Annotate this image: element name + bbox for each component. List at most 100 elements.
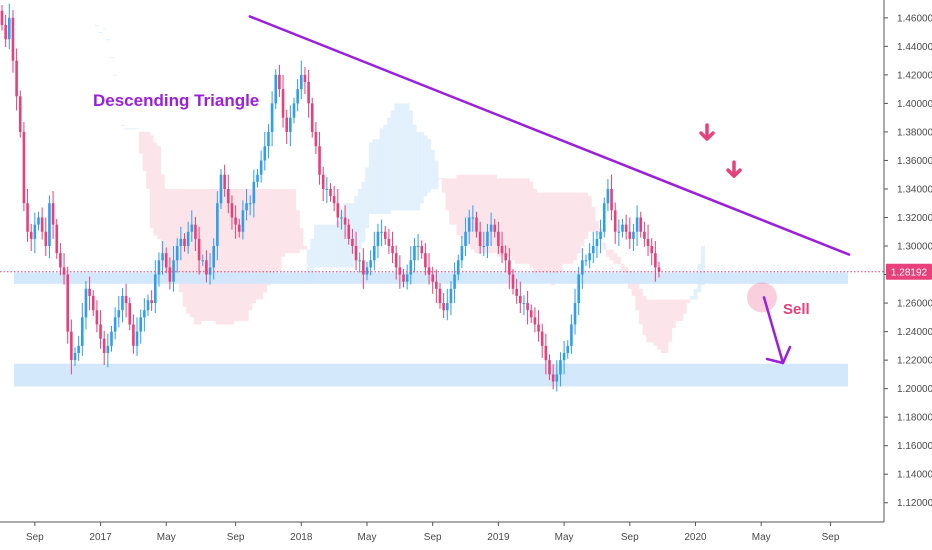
cloud-slice (522, 178, 527, 264)
candle-body (340, 217, 343, 219)
cloud-slice (288, 188, 293, 254)
candle-body (164, 253, 168, 268)
candle-body (303, 74, 307, 83)
candle-body (413, 246, 416, 261)
candle-body (314, 131, 318, 147)
candle-body (526, 303, 529, 311)
candle-body (453, 274, 456, 289)
candle-body (358, 260, 361, 262)
candle-body (646, 238, 650, 247)
candlesticks (0, 3, 661, 392)
y-tick-label: 1.38000 (897, 127, 932, 138)
cloud-slice (416, 131, 421, 211)
cloud-slice (230, 188, 235, 325)
candle-body (263, 146, 267, 161)
candle-body (259, 160, 263, 175)
cloud-slice (292, 188, 297, 254)
candle-body (435, 281, 438, 289)
candle-body (486, 231, 489, 247)
candle-body (431, 274, 434, 282)
candle-body (424, 253, 427, 268)
cloud-slice (113, 74, 118, 76)
candle-body (29, 231, 33, 239)
cloud-slice (284, 188, 289, 254)
cloud-slice (106, 39, 110, 41)
cloud-slice (682, 299, 687, 314)
y-axis-ticks: 1.12000 1.14000 1.16000 1.18000 1.20000 1.220… (884, 13, 932, 509)
candle-body (55, 224, 59, 254)
candle-body (548, 360, 551, 375)
cloud-slice (558, 192, 563, 271)
candle-body (628, 231, 632, 239)
y-tick-label: 1.12000 (897, 498, 932, 509)
cloud-slice (427, 139, 432, 193)
candle-body (99, 324, 102, 339)
cloud-slice (354, 196, 359, 261)
cloud-slice (631, 274, 636, 296)
candle-body (427, 267, 431, 275)
x-tick-label: Sep (621, 532, 639, 543)
candle-body (621, 224, 624, 232)
candle-body (394, 253, 398, 268)
cloud-slice (679, 299, 684, 321)
y-tick-label: 1.34000 (897, 184, 932, 195)
candle-body (602, 203, 606, 232)
x-tick-label: 2019 (487, 532, 510, 543)
cloud-slice (478, 174, 483, 254)
candle-body (343, 217, 347, 225)
candle-body (519, 295, 522, 304)
candle-body (351, 238, 354, 247)
candle-body (493, 224, 497, 232)
candle-body (33, 224, 37, 239)
candle-body (577, 274, 580, 304)
candle-body (84, 288, 88, 318)
cloud-slice (668, 299, 673, 343)
candle-body (51, 203, 55, 225)
y-tick-label: 1.22000 (897, 356, 932, 367)
candle-body (143, 310, 146, 318)
x-tick-label: May (157, 532, 176, 543)
candle-body (223, 174, 226, 189)
candle-body (657, 267, 661, 272)
cloud-slice (98, 32, 103, 34)
candle-body (460, 246, 464, 261)
candle-body (4, 24, 7, 40)
candle-body (354, 246, 358, 261)
cloud-slice (259, 188, 264, 300)
cloud-slice (383, 124, 388, 214)
candle-body (237, 224, 241, 232)
candle-body (529, 310, 533, 318)
cloud-slice (157, 146, 162, 239)
support-zones (14, 272, 848, 387)
cloud-slice (303, 246, 308, 250)
y-tick-label: 1.40000 (897, 99, 932, 110)
cloud-slice (405, 103, 410, 211)
candle-body (175, 246, 179, 261)
candle-body (227, 188, 230, 204)
candle-body (278, 74, 281, 90)
support-zone (14, 272, 848, 284)
candle-body (117, 310, 121, 318)
cloud-slice (175, 188, 180, 282)
candle-body (416, 246, 420, 248)
candle-body (464, 231, 467, 247)
candle-body (300, 74, 303, 90)
candle-body (241, 210, 245, 232)
candle-body (599, 231, 602, 239)
candle-body (307, 82, 310, 104)
cloud-slice (481, 174, 486, 254)
candle-body (22, 131, 26, 204)
cloud-slice (361, 181, 366, 243)
candle-body (442, 303, 445, 311)
candle-body (190, 224, 194, 232)
cloud-slice (584, 192, 589, 239)
candle-body (91, 295, 95, 311)
x-tick-label: Sep (424, 532, 442, 543)
candle-body (216, 203, 219, 247)
x-tick-label: May (555, 532, 574, 543)
candle-body (551, 374, 555, 382)
candle-body (650, 246, 653, 254)
cloud-slice (365, 167, 370, 229)
down-arrow-icon (699, 123, 715, 141)
